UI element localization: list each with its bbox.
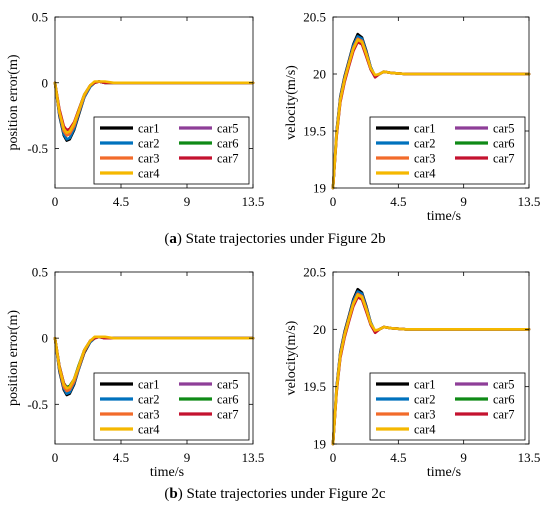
series-group xyxy=(331,32,531,190)
series-line-car4 xyxy=(53,335,255,390)
x-tick-label: 0 xyxy=(52,450,59,465)
x-tick-label: 4.5 xyxy=(390,450,406,465)
legend-label-car3: car3 xyxy=(138,408,160,422)
legend-label-car2: car2 xyxy=(414,137,436,151)
legend-label-car1: car1 xyxy=(414,378,436,392)
y-tick-label: 0 xyxy=(42,331,49,346)
legend-label-car3: car3 xyxy=(414,408,436,422)
series-line-car4 xyxy=(331,293,531,446)
y-tick-label: 0.5 xyxy=(32,265,48,280)
axes-box xyxy=(54,271,254,445)
x-axis-label: time/s xyxy=(150,465,184,480)
y-tick-label: 20.5 xyxy=(303,265,326,280)
legend-label-car5: car5 xyxy=(493,122,515,136)
legend-label-car6: car6 xyxy=(493,393,515,407)
legend-label-car7: car7 xyxy=(493,152,515,166)
legend-label-car2: car2 xyxy=(414,393,436,407)
x-tick-label: 13.5 xyxy=(242,450,265,465)
legend-label-car3: car3 xyxy=(138,152,160,166)
y-tick-label: 19 xyxy=(313,437,326,452)
y-tick-label: 19 xyxy=(313,181,326,196)
x-axis-label: time/s xyxy=(427,465,461,480)
legend-label-car1: car1 xyxy=(414,122,436,136)
legend-label-car1: car1 xyxy=(138,122,160,136)
axes-box xyxy=(332,271,530,445)
legend-label-car5: car5 xyxy=(217,378,239,392)
series-line-car4 xyxy=(331,38,531,190)
x-tick-label: 9 xyxy=(460,194,467,209)
legend-label-car2: car2 xyxy=(138,137,160,151)
y-axis-label: velocity(m/s) xyxy=(284,320,299,395)
x-tick-label: 0 xyxy=(330,194,337,209)
x-tick-label: 9 xyxy=(184,194,191,209)
chart-panel-b-left: 0 4.5 9 13.5 0.5 0 -0.5 time/s position error(m)… xyxy=(6,265,264,481)
x-axis-label: time/s xyxy=(427,209,461,224)
y-axis-label: velocity(m/s) xyxy=(284,65,299,140)
y-tick-label: 20 xyxy=(313,322,326,337)
x-tick-label: 4.5 xyxy=(113,194,129,209)
legend-label-car6: car6 xyxy=(493,137,515,151)
chart-panel-b-right: 0 4.5 9 13.5 20.5 20 19.5 19 time/s velocity(m/s)… xyxy=(284,265,540,481)
legend-label-car7: car7 xyxy=(217,408,239,422)
y-tick-label: 20 xyxy=(313,67,326,82)
y-tick-label: 20.5 xyxy=(303,10,326,25)
series-group xyxy=(53,80,255,142)
y-tick-label: -0.5 xyxy=(27,397,48,412)
series-group xyxy=(331,287,531,446)
legend-label-car7: car7 xyxy=(493,408,515,422)
y-axis-label: position error(m) xyxy=(6,54,21,150)
series-group xyxy=(53,335,255,397)
x-tick-label: 13.5 xyxy=(518,450,541,465)
axes-box xyxy=(54,16,254,189)
chart-panel-a-right: 0 4.5 9 13.5 20.5 20 19.5 19 time/s velocity(m/s)… xyxy=(284,10,540,225)
figure-caption: (a) State trajectories under Figure 2b xyxy=(164,231,385,247)
legend-label-car4: car4 xyxy=(138,167,160,181)
x-tick-label: 9 xyxy=(460,450,467,465)
legend-label-car4: car4 xyxy=(138,423,160,437)
x-tick-label: 0 xyxy=(52,194,59,209)
legend-label-car7: car7 xyxy=(217,152,239,166)
series-line-car4 xyxy=(53,80,255,135)
x-tick-label: 4.5 xyxy=(113,450,129,465)
legend-label-car4: car4 xyxy=(414,167,436,181)
legend-label-car1: car1 xyxy=(138,378,160,392)
x-tick-label: 4.5 xyxy=(390,194,406,209)
y-tick-label: -0.5 xyxy=(27,141,48,156)
y-axis-label: position error(m) xyxy=(6,310,21,406)
y-tick-label: 19.5 xyxy=(303,379,326,394)
x-tick-label: 13.5 xyxy=(518,194,541,209)
legend-label-car2: car2 xyxy=(138,393,160,407)
axes-box xyxy=(332,16,530,189)
legend-label-car6: car6 xyxy=(217,137,239,151)
y-tick-label: 0.5 xyxy=(32,10,48,25)
legend-label-car4: car4 xyxy=(414,423,436,437)
x-tick-label: 13.5 xyxy=(242,194,265,209)
legend-label-car5: car5 xyxy=(217,122,239,136)
x-tick-label: 9 xyxy=(184,450,191,465)
figure-caption: (b) State trajectories under Figure 2c xyxy=(164,486,386,502)
legend-label-car3: car3 xyxy=(414,152,436,166)
x-tick-label: 0 xyxy=(330,450,337,465)
y-tick-label: 19.5 xyxy=(303,124,326,139)
legend-label-car5: car5 xyxy=(493,378,515,392)
legend-label-car6: car6 xyxy=(217,393,239,407)
y-tick-label: 0 xyxy=(42,75,49,90)
